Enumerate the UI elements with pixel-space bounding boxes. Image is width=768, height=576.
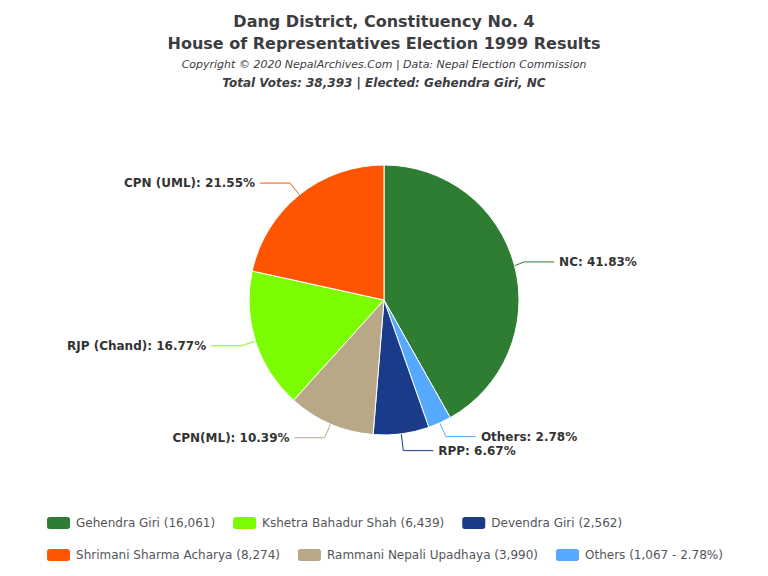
svg-text:Others (1,067 - 2.78%): Others (1,067 - 2.78%) [585,548,723,562]
svg-text:RPP: 6.67%: RPP: 6.67% [438,444,515,458]
svg-text:Total Votes: 38,393 | Elected:: Total Votes: 38,393 | Elected: Gehendra … [222,76,545,90]
svg-text:Copyright © 2020 NepalArchives: Copyright © 2020 NepalArchives.Com | Dat… [182,58,587,71]
svg-text:Devendra Giri (2,562): Devendra Giri (2,562) [491,516,622,530]
svg-text:CPN(ML): 10.39%: CPN(ML): 10.39% [172,431,289,445]
svg-text:Kshetra Bahadur Shah (6,439): Kshetra Bahadur Shah (6,439) [262,516,444,530]
svg-text:Others: 2.78%: Others: 2.78% [481,430,577,444]
svg-text:NC: 41.83%: NC: 41.83% [559,255,637,269]
svg-text:Rammani Nepali Upadhaya (3,990: Rammani Nepali Upadhaya (3,990) [327,548,538,562]
svg-text:House of Representatives Elect: House of Representatives Election 1999 R… [167,34,600,53]
svg-text:RJP (Chand): 16.77%: RJP (Chand): 16.77% [67,339,206,353]
svg-text:Gehendra Giri (16,061): Gehendra Giri (16,061) [76,516,215,530]
svg-text:Shrimani Sharma Acharya (8,274: Shrimani Sharma Acharya (8,274) [76,548,280,562]
svg-text:Dang District, Constituency No: Dang District, Constituency No. 4 [233,12,534,31]
svg-text:CPN (UML): 21.55%: CPN (UML): 21.55% [124,176,255,190]
